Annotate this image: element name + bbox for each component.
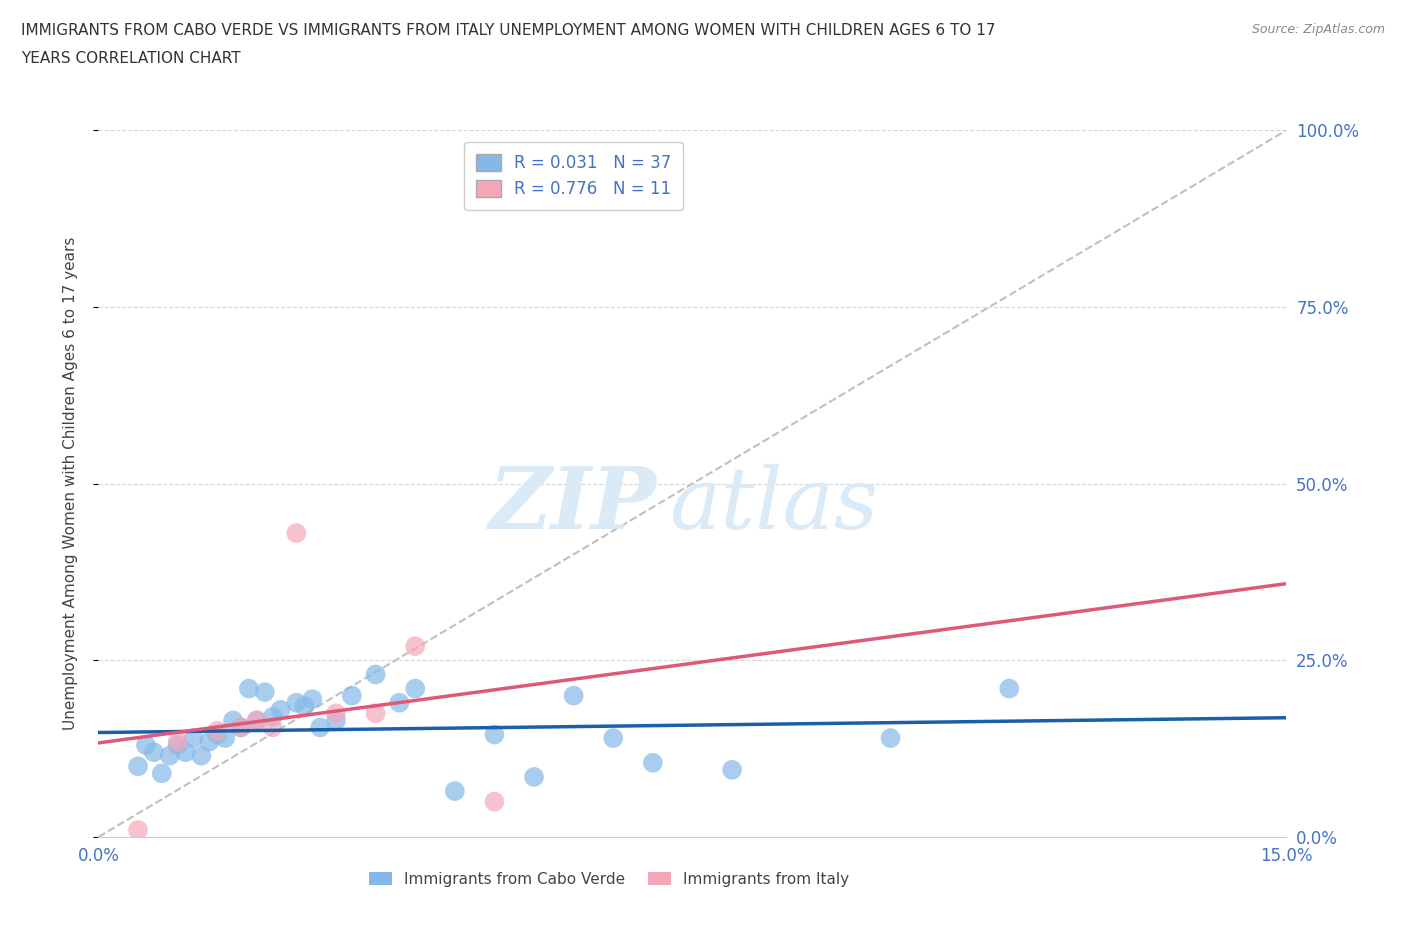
Point	[190, 749, 212, 764]
Point	[364, 706, 387, 721]
Point	[444, 784, 467, 799]
Point	[127, 759, 149, 774]
Point	[229, 720, 252, 735]
Point	[238, 681, 260, 696]
Point	[127, 822, 149, 837]
Text: ZIP: ZIP	[489, 463, 657, 547]
Point	[166, 737, 188, 752]
Point	[285, 525, 308, 540]
Point	[484, 794, 506, 809]
Point	[262, 720, 284, 735]
Point	[198, 734, 221, 749]
Text: YEARS CORRELATION CHART: YEARS CORRELATION CHART	[21, 51, 240, 66]
Point	[150, 766, 173, 781]
Point	[340, 688, 363, 703]
Point	[309, 720, 332, 735]
Text: atlas: atlas	[669, 463, 877, 546]
Point	[174, 745, 197, 760]
Point	[159, 749, 181, 764]
Point	[246, 713, 269, 728]
Y-axis label: Unemployment Among Women with Children Ages 6 to 17 years: Unemployment Among Women with Children A…	[63, 237, 77, 730]
Point	[879, 731, 901, 746]
Point	[205, 724, 228, 738]
Point	[166, 734, 188, 749]
Point	[721, 763, 744, 777]
Point	[301, 692, 323, 707]
Text: IMMIGRANTS FROM CABO VERDE VS IMMIGRANTS FROM ITALY UNEMPLOYMENT AMONG WOMEN WIT: IMMIGRANTS FROM CABO VERDE VS IMMIGRANTS…	[21, 23, 995, 38]
Point	[602, 731, 624, 746]
Point	[135, 737, 157, 752]
Text: Source: ZipAtlas.com: Source: ZipAtlas.com	[1251, 23, 1385, 36]
Point	[270, 702, 292, 717]
Point	[142, 745, 165, 760]
Point	[205, 727, 228, 742]
Point	[222, 713, 245, 728]
Point	[325, 713, 347, 728]
Point	[523, 769, 546, 784]
Point	[262, 710, 284, 724]
Point	[292, 698, 315, 713]
Point	[388, 696, 411, 711]
Point	[246, 713, 269, 728]
Point	[183, 731, 205, 746]
Point	[484, 727, 506, 742]
Point	[404, 639, 426, 654]
Point	[364, 667, 387, 682]
Legend: R = 0.031   N = 37, R = 0.776   N = 11: R = 0.031 N = 37, R = 0.776 N = 11	[464, 142, 683, 210]
Point	[285, 696, 308, 711]
Point	[253, 684, 276, 699]
Point	[562, 688, 585, 703]
Point	[325, 706, 347, 721]
Point	[404, 681, 426, 696]
Point	[229, 720, 252, 735]
Point	[998, 681, 1021, 696]
Point	[214, 731, 236, 746]
Point	[641, 755, 664, 770]
